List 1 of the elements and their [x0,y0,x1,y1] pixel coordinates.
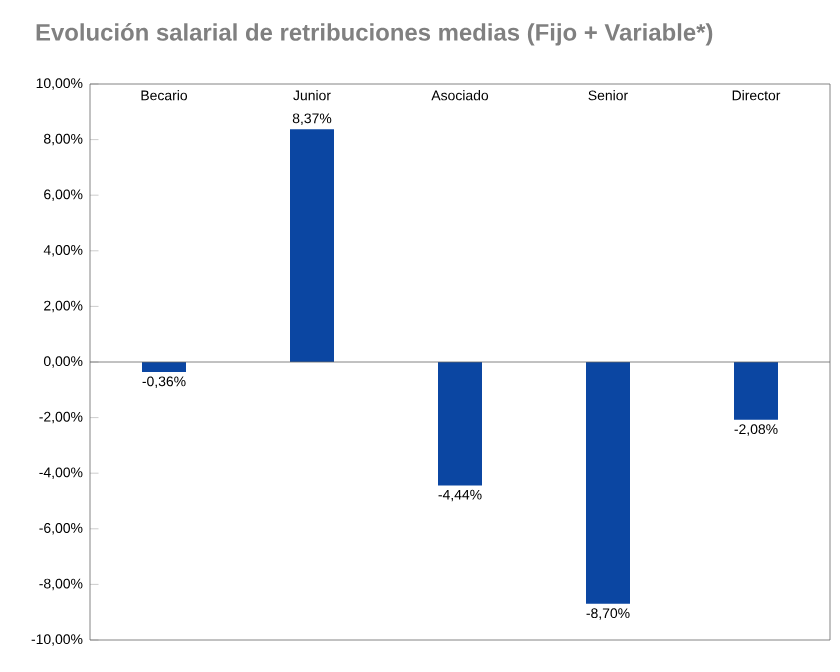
chart-title: Evolución salarial de retribuciones medias (Fijo + Variable*) [36,23,713,46]
